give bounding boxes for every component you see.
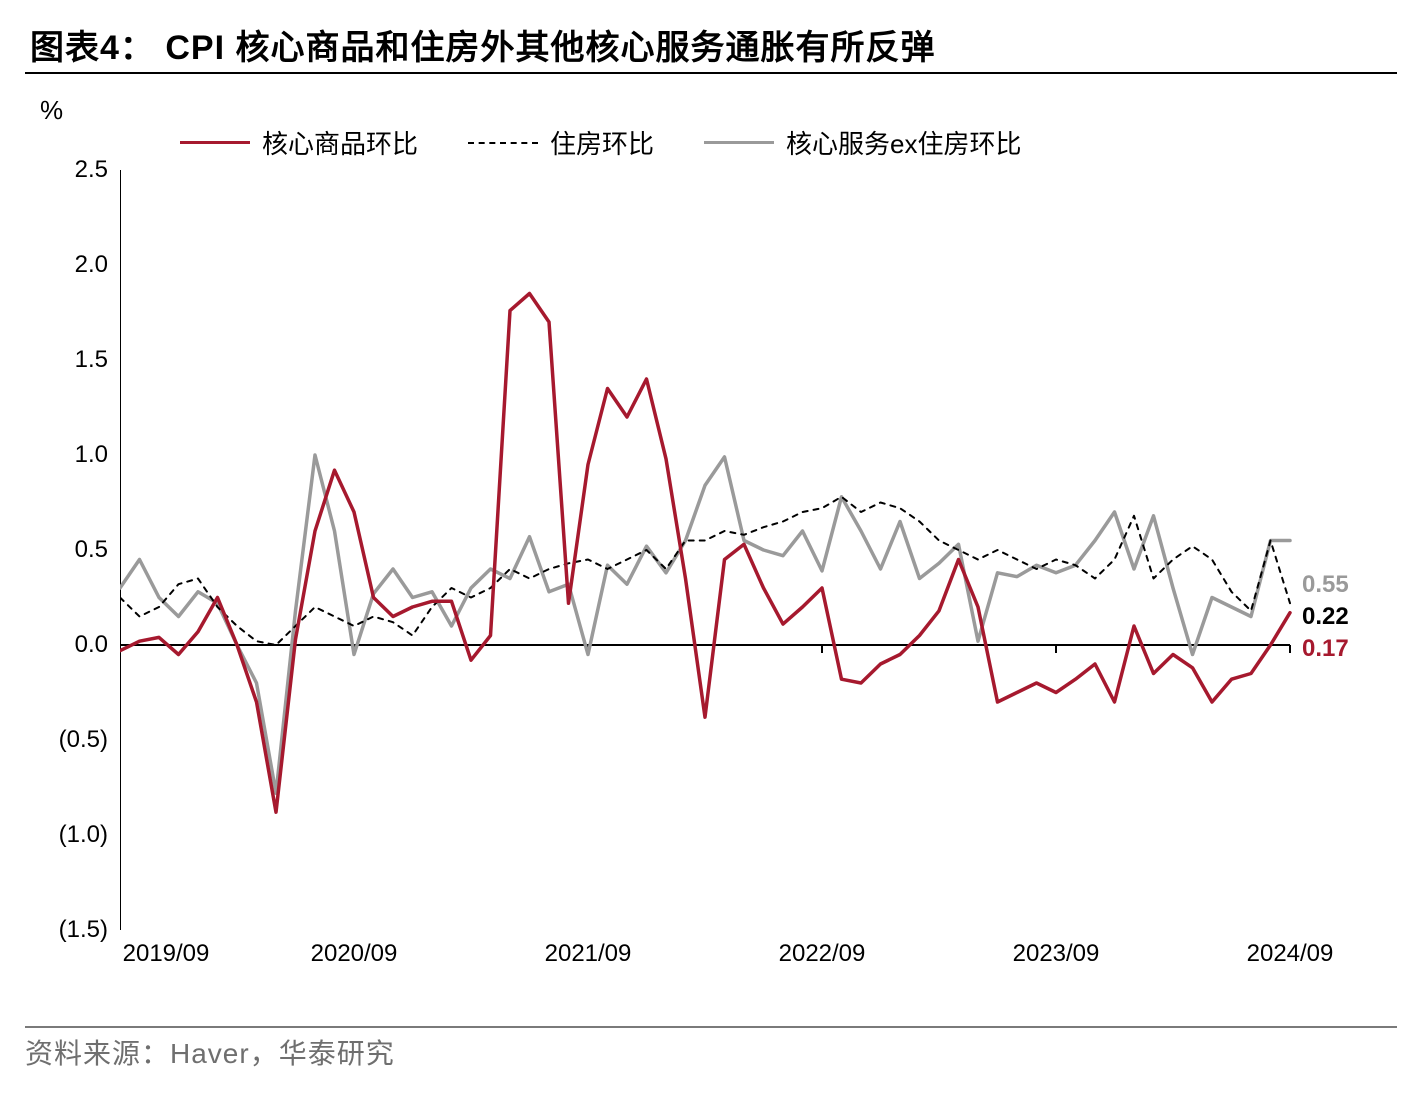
y-tick-label: 0.5 [28, 536, 108, 564]
y-tick-label: (1.5) [28, 916, 108, 944]
end-label-core_svc_ex: 0.55 [1302, 571, 1349, 599]
y-tick-label: 1.0 [28, 441, 108, 469]
y-unit-label: % [40, 95, 63, 126]
x-tick-label: 2021/09 [545, 940, 632, 968]
y-tick-label: (1.0) [28, 821, 108, 849]
y-tick-label: (0.5) [28, 726, 108, 754]
series-core_goods [120, 294, 1290, 813]
y-tick-label: 1.5 [28, 346, 108, 374]
legend-swatch [468, 142, 538, 144]
y-tick-label: 2.0 [28, 251, 108, 279]
x-tick-label: 2019/09 [123, 940, 210, 968]
legend-item-housing: 住房环比 [468, 124, 654, 161]
source-label: 资料来源：Haver，华泰研究 [25, 1032, 395, 1072]
end-label-housing: 0.22 [1302, 603, 1349, 631]
x-tick-label: 2023/09 [1013, 940, 1100, 968]
footer-rule [25, 1026, 1397, 1028]
end-label-core_goods: 0.17 [1302, 635, 1349, 663]
x-tick-label: 2022/09 [779, 940, 866, 968]
y-tick-label: 0.0 [28, 631, 108, 659]
legend-item-core_goods: 核心商品环比 [180, 124, 418, 161]
chart-title: 图表4： CPI 核心商品和住房外其他核心服务通胀有所反弹 [30, 20, 935, 69]
title-rule [25, 72, 1397, 74]
legend-swatch [180, 141, 250, 144]
legend-item-core_svc_ex: 核心服务ex住房环比 [704, 124, 1021, 161]
y-tick-label: 2.5 [28, 156, 108, 184]
chart-legend: 核心商品环比 住房环比 核心服务ex住房环比 [180, 124, 1022, 161]
line-chart-plot [120, 170, 1410, 934]
legend-label: 核心商品环比 [262, 124, 418, 161]
x-tick-label: 2024/09 [1247, 940, 1334, 968]
legend-swatch [704, 141, 774, 144]
x-tick-label: 2020/09 [311, 940, 398, 968]
series-core_svc_ex [120, 455, 1290, 793]
legend-label: 住房环比 [550, 124, 654, 161]
legend-label: 核心服务ex住房环比 [786, 124, 1021, 161]
